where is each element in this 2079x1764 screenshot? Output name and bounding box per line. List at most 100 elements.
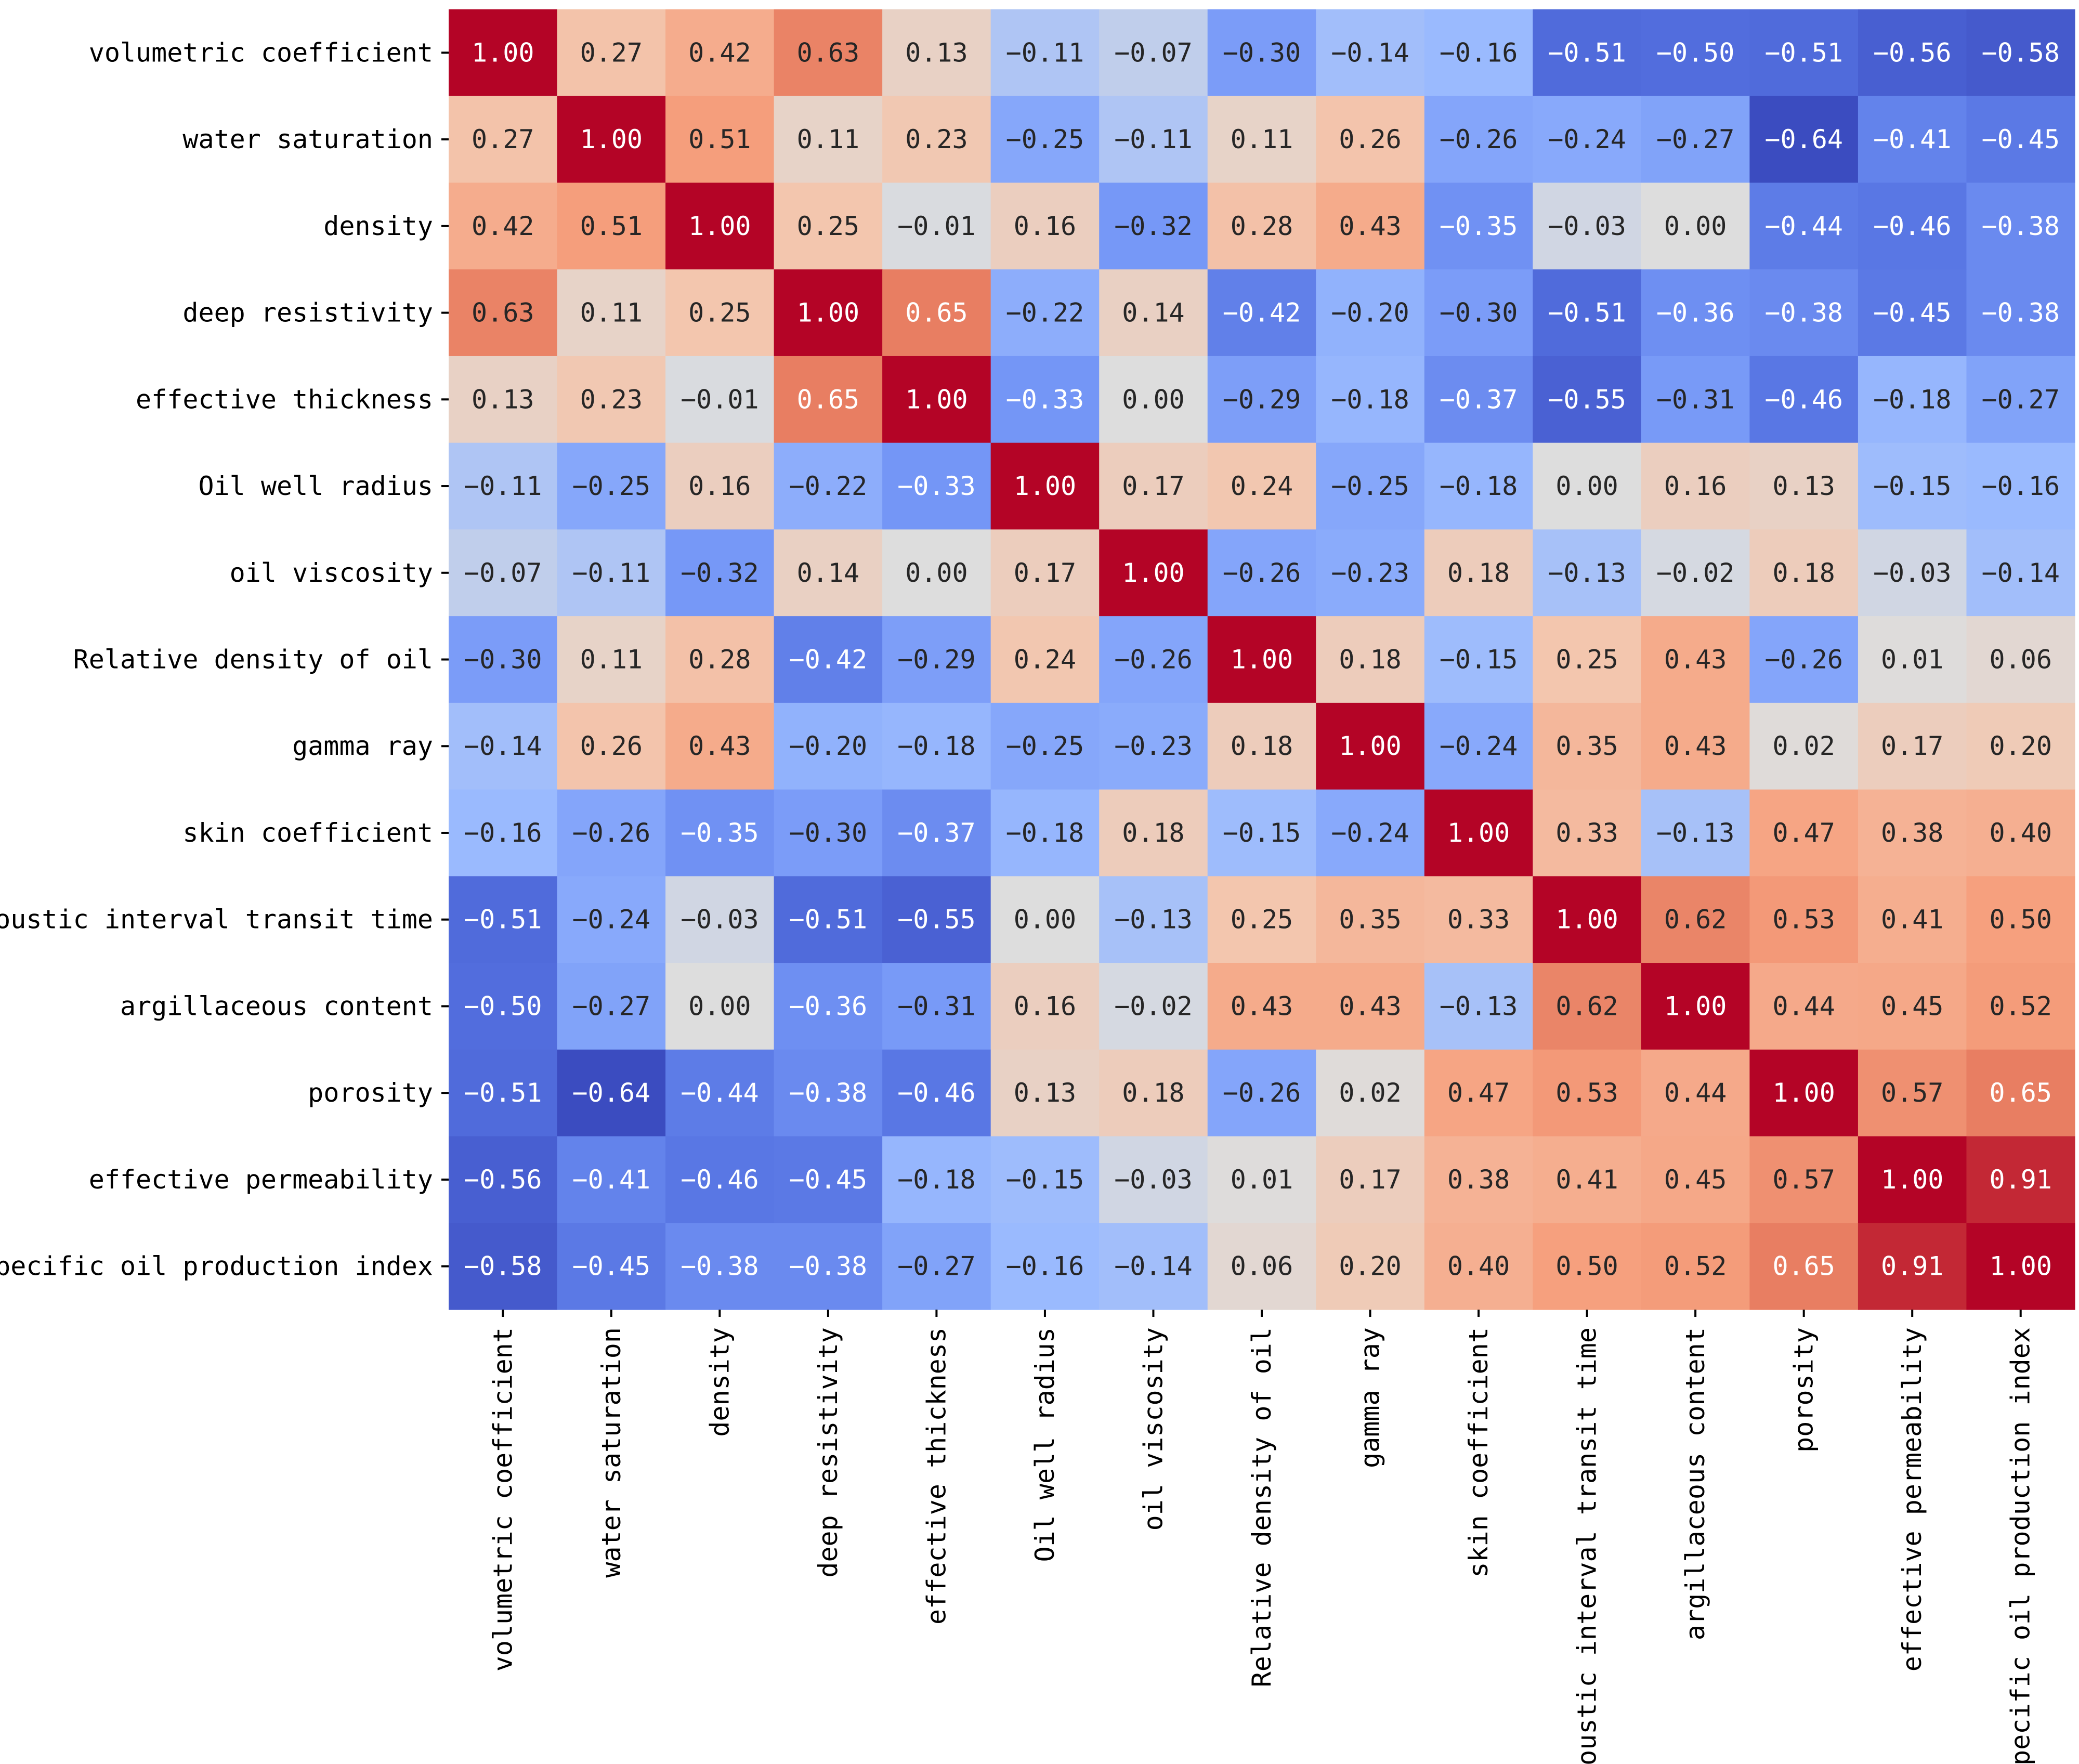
cell-value-label: 0.17 bbox=[1014, 558, 1076, 588]
cell-value-label: 0.38 bbox=[1881, 818, 1943, 848]
heatmap-cell bbox=[1858, 182, 1967, 270]
heatmap-cell bbox=[774, 9, 883, 97]
heatmap-cell bbox=[1641, 96, 1750, 184]
cell-value-label: 0.02 bbox=[1339, 1078, 1401, 1108]
heatmap-cell bbox=[449, 616, 558, 703]
cell-value-label: 1.00 bbox=[580, 124, 643, 154]
cell-value-label: 0.00 bbox=[1122, 384, 1184, 414]
cell-value-label: −0.20 bbox=[1331, 298, 1409, 328]
cell-value-label: 0.57 bbox=[1881, 1078, 1943, 1108]
cell-value-label: −0.24 bbox=[1331, 818, 1409, 848]
heatmap-cell bbox=[1858, 1049, 1967, 1137]
heatmap-cell bbox=[990, 789, 1100, 877]
heatmap-cell bbox=[882, 702, 991, 790]
heatmap-cell bbox=[882, 269, 991, 357]
heatmap-cell bbox=[1749, 1223, 1859, 1310]
heatmap-cell bbox=[1966, 442, 2075, 530]
heatmap-cell bbox=[990, 96, 1100, 184]
cell-value-label: 0.17 bbox=[1122, 471, 1184, 501]
cell-value-label: 0.18 bbox=[1122, 1078, 1184, 1108]
heatmap-cell bbox=[774, 269, 883, 357]
cell-value-label: 0.17 bbox=[1339, 1165, 1401, 1195]
heatmap-cell bbox=[449, 1223, 558, 1310]
cell-value-label: −0.22 bbox=[1006, 298, 1084, 328]
heatmap-cell bbox=[557, 1049, 666, 1137]
cell-value-label: −0.23 bbox=[1114, 731, 1193, 761]
cell-value-label: 1.00 bbox=[1447, 818, 1510, 848]
heatmap-cell bbox=[774, 96, 883, 184]
heatmap-cell bbox=[665, 616, 775, 703]
cell-value-label: 0.14 bbox=[797, 558, 859, 588]
cell-value-label: −0.30 bbox=[1440, 298, 1518, 328]
heatmap-cell-values: 1.00 0.27 0.42 0.63 0.13 −0.11 −0.07 −0.30 −0.14… bbox=[464, 37, 2060, 1281]
x-tick-label: acoustic interval transit time bbox=[1572, 1327, 1602, 1764]
x-tick-label: volumetric coefficient bbox=[488, 1327, 518, 1671]
heatmap-cell bbox=[1966, 1049, 2075, 1137]
cell-value-label: −0.27 bbox=[1981, 384, 2060, 414]
x-tick-label: effective thickness bbox=[921, 1327, 951, 1625]
cell-value-label: −0.11 bbox=[464, 471, 542, 501]
cell-value-label: 0.11 bbox=[797, 124, 859, 154]
heatmap-cell bbox=[1207, 356, 1316, 443]
cell-value-label: 0.38 bbox=[1447, 1165, 1510, 1195]
cell-value-label: 0.11 bbox=[1231, 124, 1293, 154]
heatmap-cell bbox=[882, 442, 991, 530]
y-axis-ticks: volumetric coefficient water saturation de… bbox=[0, 37, 449, 1282]
heatmap-cell bbox=[1424, 96, 1533, 184]
cell-value-label: −0.64 bbox=[572, 1078, 651, 1108]
cell-value-label: −0.01 bbox=[897, 211, 976, 241]
heatmap-cell bbox=[1641, 876, 1750, 963]
cell-value-label: 0.17 bbox=[1881, 731, 1943, 761]
heatmap-cell bbox=[1533, 1049, 1642, 1137]
x-tick-label: porosity bbox=[1789, 1327, 1819, 1453]
heatmap-cell bbox=[1749, 96, 1859, 184]
cell-value-label: 0.06 bbox=[1990, 645, 2052, 675]
cell-value-label: 0.33 bbox=[1555, 818, 1618, 848]
heatmap-cell bbox=[1099, 963, 1208, 1050]
cell-value-label: 0.13 bbox=[1772, 471, 1835, 501]
cell-value-label: 0.26 bbox=[1339, 124, 1401, 154]
heatmap-cell bbox=[1858, 356, 1967, 443]
y-tick-label: specific oil production index bbox=[0, 1251, 433, 1282]
cell-value-label: −0.16 bbox=[1006, 1251, 1084, 1282]
cell-value-label: −0.14 bbox=[1114, 1251, 1193, 1282]
cell-value-label: 0.24 bbox=[1231, 471, 1293, 501]
heatmap-cell bbox=[1207, 789, 1316, 877]
heatmap-cell bbox=[1966, 529, 2075, 617]
heatmap-cell bbox=[1207, 1049, 1316, 1137]
cell-value-label: −0.11 bbox=[572, 558, 651, 588]
heatmap-cell bbox=[1424, 616, 1533, 703]
cell-value-label: −0.15 bbox=[1440, 645, 1518, 675]
cell-value-label: 1.00 bbox=[1772, 1078, 1835, 1108]
heatmap-cell bbox=[1641, 616, 1750, 703]
heatmap-cell bbox=[1533, 876, 1642, 963]
cell-value-label: 0.25 bbox=[797, 211, 859, 241]
cell-value-label: 0.41 bbox=[1881, 905, 1943, 935]
cell-value-label: 0.27 bbox=[580, 37, 643, 68]
heatmap-cell bbox=[557, 616, 666, 703]
y-tick-label: volumetric coefficient bbox=[89, 37, 433, 68]
cell-value-label: 0.25 bbox=[1231, 905, 1293, 935]
cell-value-label: −0.45 bbox=[1873, 298, 1952, 328]
heatmap-cell bbox=[1207, 182, 1316, 270]
cell-value-label: −0.27 bbox=[1656, 124, 1735, 154]
cell-value-label: 0.00 bbox=[688, 991, 751, 1021]
heatmap-cell bbox=[990, 356, 1100, 443]
heatmap-cell bbox=[1099, 789, 1208, 877]
y-tick-label: effective permeability bbox=[89, 1165, 433, 1195]
heatmap-cell bbox=[1749, 442, 1859, 530]
heatmap-cell bbox=[1641, 9, 1750, 97]
cell-value-label: −0.45 bbox=[572, 1251, 651, 1282]
cell-value-label: 0.01 bbox=[1881, 645, 1943, 675]
cell-value-label: 0.11 bbox=[580, 298, 643, 328]
heatmap-cell bbox=[1641, 356, 1750, 443]
y-tick-label: skin coefficient bbox=[182, 818, 433, 848]
cell-value-label: −0.25 bbox=[1006, 124, 1084, 154]
heatmap-cell bbox=[1207, 1136, 1316, 1223]
cell-value-label: 0.26 bbox=[580, 731, 643, 761]
heatmap-cell bbox=[449, 96, 558, 184]
cell-value-label: −0.25 bbox=[1331, 471, 1409, 501]
cell-value-label: −0.45 bbox=[1981, 124, 2060, 154]
heatmap-cell bbox=[990, 182, 1100, 270]
heatmap-cell bbox=[774, 789, 883, 877]
